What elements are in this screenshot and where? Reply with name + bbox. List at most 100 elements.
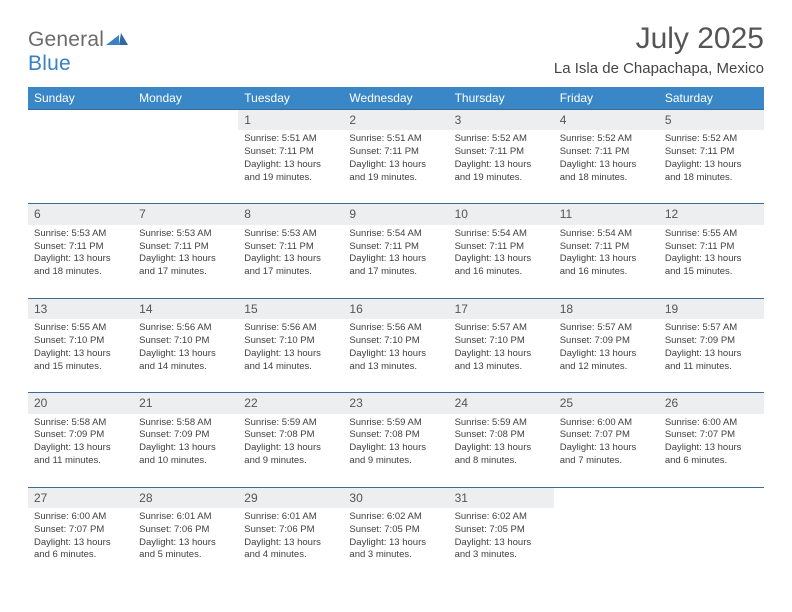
day-detail-line: Sunset: 7:09 PM	[34, 429, 127, 442]
day-detail-line: Sunrise: 6:02 AM	[455, 511, 548, 524]
day-number-cell: 3	[449, 110, 554, 131]
day-number: 1	[244, 113, 251, 127]
day-detail-line: Daylight: 13 hours	[139, 348, 232, 361]
day-content-cell: Sunrise: 5:56 AMSunset: 7:10 PMDaylight:…	[238, 319, 343, 393]
day-detail-line: and 17 minutes.	[139, 266, 232, 279]
day-detail-line: Sunset: 7:06 PM	[139, 524, 232, 537]
day-detail-line: Daylight: 13 hours	[349, 159, 442, 172]
day-detail-line: Sunrise: 5:56 AM	[139, 322, 232, 335]
day-number: 16	[349, 302, 362, 316]
day-detail-line: and 15 minutes.	[665, 266, 758, 279]
day-detail-line: Sunrise: 5:51 AM	[244, 133, 337, 146]
day-detail-line: and 11 minutes.	[34, 455, 127, 468]
day-detail-line: and 9 minutes.	[349, 455, 442, 468]
day-detail-line: Daylight: 13 hours	[665, 348, 758, 361]
day-detail-line: and 8 minutes.	[455, 455, 548, 468]
day-content-cell: Sunrise: 5:54 AMSunset: 7:11 PMDaylight:…	[449, 225, 554, 299]
brand-mark-icon	[106, 28, 128, 52]
day-header: Saturday	[659, 87, 764, 110]
brand-word-general: General	[28, 28, 104, 51]
day-detail-line: Sunset: 7:11 PM	[560, 241, 653, 254]
day-detail-line: Daylight: 13 hours	[34, 537, 127, 550]
day-detail-line: and 13 minutes.	[455, 361, 548, 374]
day-content-cell: Sunrise: 5:58 AMSunset: 7:09 PMDaylight:…	[28, 414, 133, 488]
day-detail-line: and 19 minutes.	[455, 172, 548, 185]
day-content-cell: Sunrise: 5:55 AMSunset: 7:11 PMDaylight:…	[659, 225, 764, 299]
day-detail-line: Sunset: 7:11 PM	[665, 241, 758, 254]
day-detail-line: and 3 minutes.	[455, 549, 548, 562]
day-number: 27	[34, 491, 47, 505]
day-detail-line: Daylight: 13 hours	[455, 537, 548, 550]
day-detail-line: Sunset: 7:07 PM	[665, 429, 758, 442]
day-detail: Sunrise: 5:54 AMSunset: 7:11 PMDaylight:…	[455, 228, 548, 279]
day-detail: Sunrise: 6:02 AMSunset: 7:05 PMDaylight:…	[455, 511, 548, 562]
day-detail-line: and 13 minutes.	[349, 361, 442, 374]
week-daynum-row: 6789101112	[28, 204, 764, 225]
day-number-cell	[659, 487, 764, 508]
day-number: 25	[560, 396, 573, 410]
day-number: 2	[349, 113, 356, 127]
day-detail-line: Sunset: 7:08 PM	[349, 429, 442, 442]
day-detail-line: Sunrise: 5:57 AM	[560, 322, 653, 335]
day-detail-line: Daylight: 13 hours	[560, 253, 653, 266]
day-detail-line: Sunrise: 5:53 AM	[34, 228, 127, 241]
day-content-cell: Sunrise: 5:53 AMSunset: 7:11 PMDaylight:…	[28, 225, 133, 299]
day-number: 28	[139, 491, 152, 505]
day-number-cell: 12	[659, 204, 764, 225]
day-detail-line: Sunrise: 6:02 AM	[349, 511, 442, 524]
day-number-cell: 23	[343, 393, 448, 414]
day-number: 15	[244, 302, 257, 316]
day-number: 6	[34, 207, 41, 221]
day-content-cell: Sunrise: 5:57 AMSunset: 7:09 PMDaylight:…	[554, 319, 659, 393]
day-number-cell	[133, 110, 238, 131]
day-number-cell	[28, 110, 133, 131]
day-detail-line: Sunset: 7:11 PM	[244, 241, 337, 254]
day-detail-line: and 19 minutes.	[349, 172, 442, 185]
day-detail: Sunrise: 5:54 AMSunset: 7:11 PMDaylight:…	[560, 228, 653, 279]
day-number: 9	[349, 207, 356, 221]
week-content-row: Sunrise: 6:00 AMSunset: 7:07 PMDaylight:…	[28, 508, 764, 581]
day-detail: Sunrise: 5:56 AMSunset: 7:10 PMDaylight:…	[349, 322, 442, 373]
day-number: 21	[139, 396, 152, 410]
day-detail-line: and 14 minutes.	[244, 361, 337, 374]
day-detail-line: and 6 minutes.	[665, 455, 758, 468]
calendar-page: GeneralBlue July 2025 La Isla de Chapach…	[0, 0, 792, 601]
day-detail-line: Sunset: 7:11 PM	[455, 241, 548, 254]
month-title: July 2025	[554, 22, 764, 56]
day-detail-line: Sunrise: 5:55 AM	[665, 228, 758, 241]
day-detail-line: and 19 minutes.	[244, 172, 337, 185]
day-content-cell: Sunrise: 6:01 AMSunset: 7:06 PMDaylight:…	[238, 508, 343, 581]
day-detail-line: Daylight: 13 hours	[34, 442, 127, 455]
day-detail-line: and 16 minutes.	[455, 266, 548, 279]
day-detail: Sunrise: 5:55 AMSunset: 7:10 PMDaylight:…	[34, 322, 127, 373]
day-detail-line: Sunrise: 5:59 AM	[244, 417, 337, 430]
day-detail-line: Sunrise: 6:01 AM	[139, 511, 232, 524]
week-content-row: Sunrise: 5:51 AMSunset: 7:11 PMDaylight:…	[28, 130, 764, 204]
brand-logo: GeneralBlue	[28, 22, 128, 76]
day-detail-line: Sunset: 7:10 PM	[34, 335, 127, 348]
day-content-cell: Sunrise: 5:53 AMSunset: 7:11 PMDaylight:…	[133, 225, 238, 299]
day-number: 19	[665, 302, 678, 316]
day-content-cell: Sunrise: 5:51 AMSunset: 7:11 PMDaylight:…	[343, 130, 448, 204]
day-detail-line: Sunrise: 5:52 AM	[455, 133, 548, 146]
day-detail-line: Sunrise: 5:52 AM	[665, 133, 758, 146]
week-content-row: Sunrise: 5:55 AMSunset: 7:10 PMDaylight:…	[28, 319, 764, 393]
day-number-cell: 15	[238, 298, 343, 319]
day-header: Thursday	[449, 87, 554, 110]
day-content-cell: Sunrise: 6:00 AMSunset: 7:07 PMDaylight:…	[554, 414, 659, 488]
day-detail-line: and 18 minutes.	[34, 266, 127, 279]
day-detail-line: Sunrise: 5:57 AM	[665, 322, 758, 335]
day-detail-line: and 11 minutes.	[665, 361, 758, 374]
day-detail: Sunrise: 5:56 AMSunset: 7:10 PMDaylight:…	[139, 322, 232, 373]
day-detail-line: Daylight: 13 hours	[349, 442, 442, 455]
day-detail: Sunrise: 5:58 AMSunset: 7:09 PMDaylight:…	[34, 417, 127, 468]
calendar-head: Sunday Monday Tuesday Wednesday Thursday…	[28, 87, 764, 110]
day-number-cell: 28	[133, 487, 238, 508]
day-number-cell: 5	[659, 110, 764, 131]
day-detail-line: Sunrise: 5:58 AM	[34, 417, 127, 430]
day-detail: Sunrise: 5:57 AMSunset: 7:09 PMDaylight:…	[560, 322, 653, 373]
calendar-body: 12345Sunrise: 5:51 AMSunset: 7:11 PMDayl…	[28, 110, 764, 581]
day-detail-line: Daylight: 13 hours	[665, 159, 758, 172]
day-detail: Sunrise: 5:51 AMSunset: 7:11 PMDaylight:…	[349, 133, 442, 184]
day-detail: Sunrise: 5:54 AMSunset: 7:11 PMDaylight:…	[349, 228, 442, 279]
